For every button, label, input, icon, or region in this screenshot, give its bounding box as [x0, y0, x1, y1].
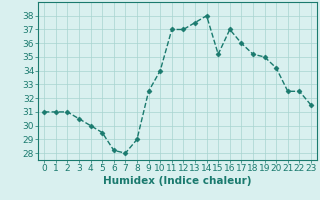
X-axis label: Humidex (Indice chaleur): Humidex (Indice chaleur): [103, 176, 252, 186]
